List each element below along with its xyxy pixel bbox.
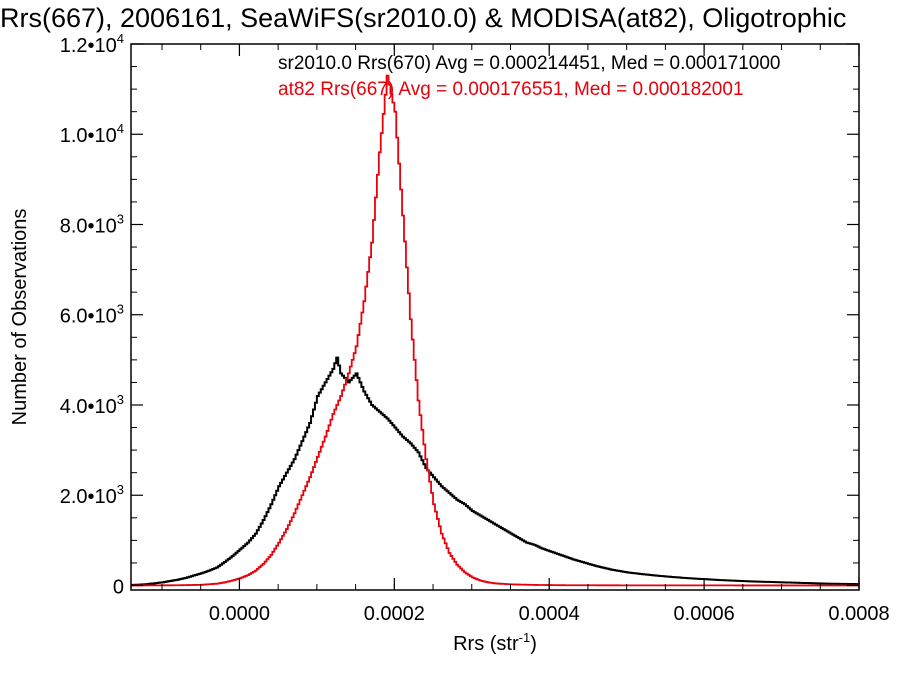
annotation-at82-stats: at82 Rrs(667) Avg = 0.000176551, Med = 0… bbox=[278, 79, 744, 100]
x-axis-label: Rrs (str-1) bbox=[453, 630, 537, 655]
y-tick-label: 8.0•103 bbox=[60, 211, 124, 237]
y-tick-label: 1.2•104 bbox=[60, 31, 124, 57]
x-tick-label: 0.0004 bbox=[519, 603, 580, 625]
y-tick-label: 4.0•103 bbox=[60, 392, 124, 418]
x-tick-label: 0.0000 bbox=[209, 603, 270, 625]
x-axis-label-text: Rrs (str bbox=[453, 633, 519, 655]
y-tick-label: 1.0•104 bbox=[60, 121, 124, 147]
annotation-sr2010-stats: sr2010.0 Rrs(670) Avg = 0.000214451, Med… bbox=[278, 53, 780, 74]
y-tick-label: 2.0•103 bbox=[60, 482, 124, 508]
x-tick-label: 0.0008 bbox=[828, 603, 889, 625]
chart-title: Rrs(667), 2006161, SeaWiFS(sr2010.0) & M… bbox=[0, 3, 846, 33]
y-axis-label: Number of Observations bbox=[9, 209, 31, 426]
plot-marks bbox=[131, 74, 860, 587]
x-axis-label-close: ) bbox=[530, 633, 537, 655]
x-tick-label: 0.0002 bbox=[364, 603, 425, 625]
y-tick-label: 0 bbox=[113, 576, 124, 598]
x-tick-label: 0.0006 bbox=[674, 603, 735, 625]
y-tick-label: 6.0•103 bbox=[60, 302, 124, 328]
x-axis-label-sup: -1 bbox=[519, 630, 531, 645]
series-at82-histogram bbox=[131, 74, 859, 587]
axis-ticks: 0.0000 0.0002 0.0004 0.0006 0.0008 0 2.0•103 4.… bbox=[60, 31, 890, 625]
series-sr2010-histogram bbox=[131, 356, 860, 587]
plot-frame bbox=[130, 43, 860, 591]
